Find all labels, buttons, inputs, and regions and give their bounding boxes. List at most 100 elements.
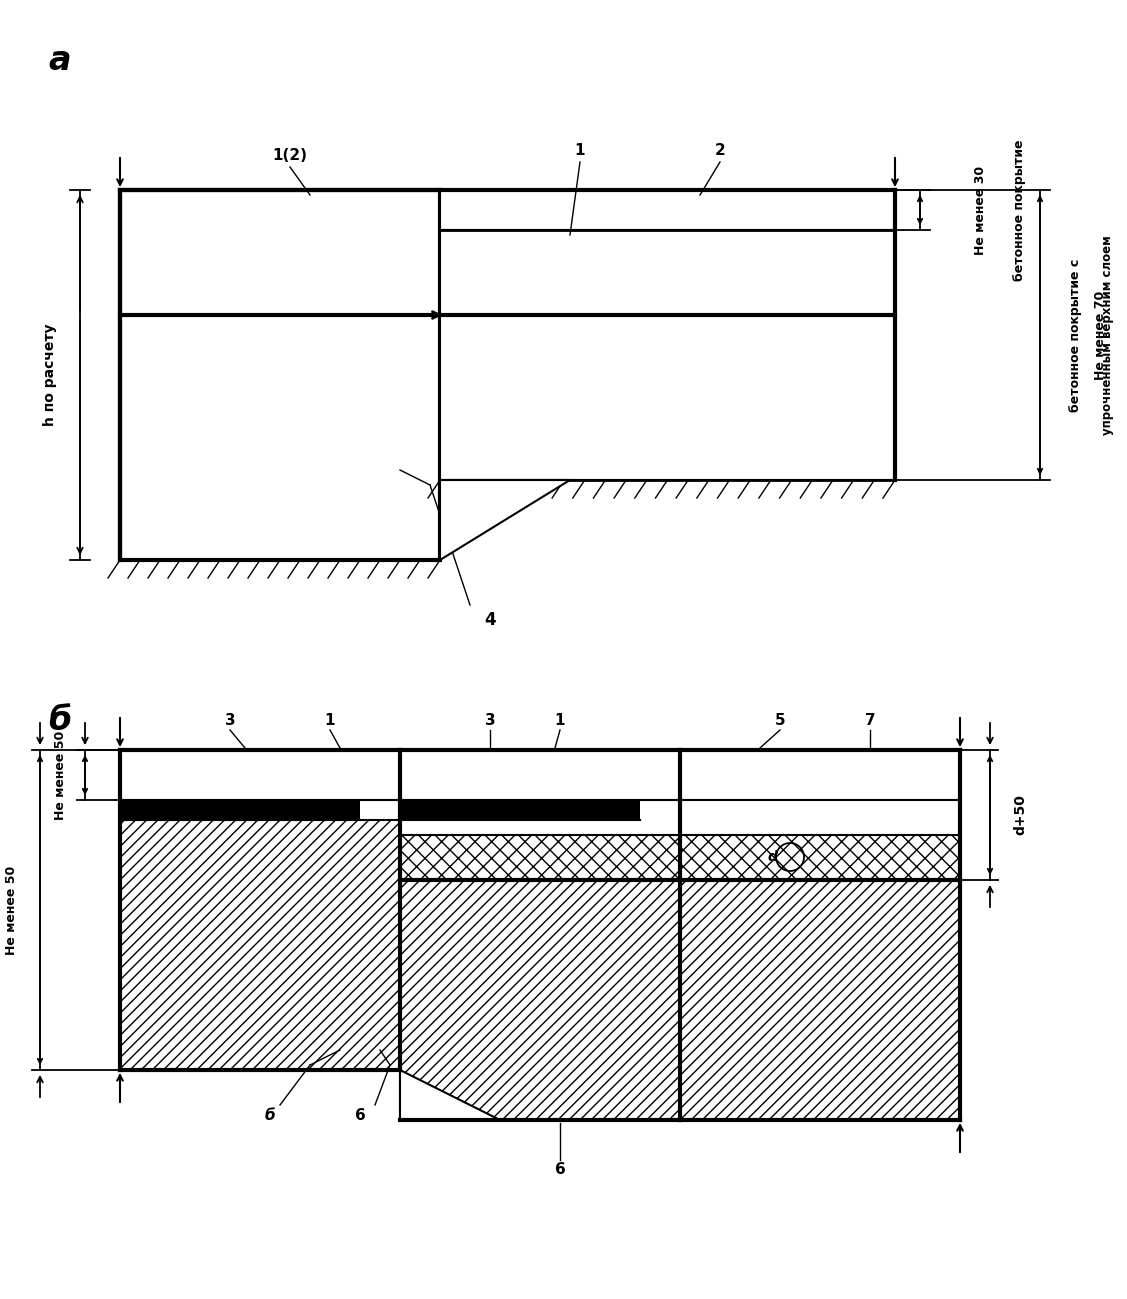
Bar [440, 314, 895, 481]
Polygon shape [367, 763, 383, 777]
Polygon shape [278, 246, 294, 260]
Polygon shape [145, 756, 159, 772]
Bar [400, 750, 680, 800]
Text: Не менее 70: Не менее 70 [1093, 291, 1107, 379]
Text: 1: 1 [325, 712, 335, 727]
Polygon shape [816, 812, 832, 825]
Polygon shape [636, 318, 650, 334]
Polygon shape [691, 372, 704, 388]
Polygon shape [872, 814, 887, 831]
Polygon shape [214, 535, 230, 549]
Polygon shape [579, 236, 595, 251]
Bar [119, 820, 400, 1070]
Polygon shape [431, 781, 446, 795]
Polygon shape [347, 199, 363, 212]
Polygon shape [861, 327, 877, 342]
Polygon shape [410, 755, 427, 769]
Polygon shape [371, 768, 385, 785]
Text: б: б [265, 1108, 275, 1122]
Polygon shape [685, 327, 702, 340]
Polygon shape [414, 196, 427, 212]
Polygon shape [800, 327, 816, 340]
Polygon shape [272, 533, 285, 548]
Polygon shape [569, 365, 585, 378]
Polygon shape [345, 366, 361, 381]
Polygon shape [748, 330, 765, 344]
Text: 2: 2 [715, 143, 726, 157]
Text: 7: 7 [864, 712, 876, 727]
Text: d+50: d+50 [1013, 795, 1027, 835]
Text: a: a [48, 43, 71, 77]
Polygon shape [694, 457, 709, 473]
Polygon shape [400, 1070, 500, 1120]
Text: упрочненным верхним слоем: упрочненным верхним слоем [1101, 235, 1115, 435]
Polygon shape [134, 321, 150, 335]
Polygon shape [807, 290, 823, 304]
Polygon shape [642, 776, 658, 788]
Polygon shape [197, 769, 212, 786]
Polygon shape [269, 498, 285, 512]
Bar [400, 879, 680, 1120]
Polygon shape [917, 809, 932, 826]
Bar [680, 750, 960, 800]
Polygon shape [746, 369, 760, 386]
Polygon shape [799, 459, 815, 473]
Polygon shape [401, 538, 417, 552]
Bar [440, 190, 895, 230]
Bar [400, 800, 640, 820]
Polygon shape [512, 366, 527, 381]
Bar [119, 750, 400, 800]
Text: 1: 1 [575, 143, 585, 157]
Bar [115, 184, 900, 595]
Polygon shape [654, 756, 671, 770]
Polygon shape [751, 809, 764, 826]
Polygon shape [440, 481, 570, 560]
Polygon shape [331, 326, 347, 340]
Text: Не менее 50: Не менее 50 [53, 730, 66, 820]
Polygon shape [275, 320, 289, 335]
Polygon shape [461, 410, 477, 425]
Text: 5: 5 [774, 712, 786, 727]
Polygon shape [278, 453, 294, 468]
Polygon shape [582, 413, 595, 429]
Polygon shape [215, 325, 229, 342]
Polygon shape [144, 778, 160, 792]
Polygon shape [867, 364, 884, 378]
Text: h по расчету: h по расчету [43, 323, 57, 426]
Polygon shape [348, 409, 363, 426]
Bar [680, 879, 960, 1120]
Polygon shape [459, 233, 472, 248]
Polygon shape [802, 774, 818, 788]
Bar [119, 800, 360, 820]
Polygon shape [758, 755, 774, 769]
Polygon shape [690, 234, 703, 249]
Polygon shape [515, 329, 531, 343]
Polygon shape [402, 281, 418, 294]
Text: бетонное покрытие с: бетонное покрытие с [1068, 259, 1082, 412]
Polygon shape [813, 407, 826, 422]
Bar [440, 230, 895, 314]
Polygon shape [407, 243, 423, 257]
Text: 1: 1 [554, 712, 566, 727]
Polygon shape [523, 457, 540, 472]
Polygon shape [302, 763, 317, 779]
Polygon shape [278, 290, 292, 305]
Polygon shape [754, 286, 769, 303]
Polygon shape [594, 763, 611, 776]
Polygon shape [638, 456, 654, 470]
Polygon shape [399, 495, 415, 509]
Polygon shape [707, 808, 722, 821]
Bar [680, 835, 960, 879]
Polygon shape [214, 403, 228, 418]
Bar [119, 190, 440, 560]
Polygon shape [919, 773, 934, 787]
Polygon shape [752, 414, 767, 427]
Polygon shape [868, 453, 884, 466]
Text: 3: 3 [485, 712, 495, 727]
Bar [400, 835, 680, 879]
Polygon shape [406, 451, 419, 466]
Polygon shape [854, 236, 870, 251]
Polygon shape [139, 238, 153, 255]
Polygon shape [809, 753, 823, 769]
Text: Не менее 30: Не менее 30 [974, 165, 986, 255]
